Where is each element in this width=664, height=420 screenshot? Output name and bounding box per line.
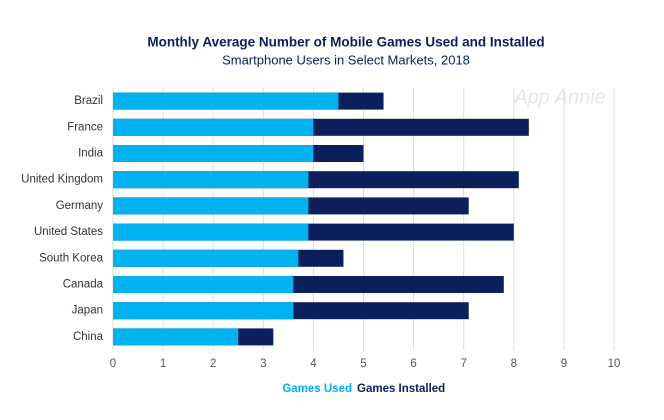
x-tick-label: 9 bbox=[561, 358, 567, 370]
watermark: App Annie bbox=[513, 86, 606, 108]
x-tick-label: 1 bbox=[160, 358, 166, 370]
bar bbox=[113, 276, 294, 293]
bar bbox=[113, 302, 294, 320]
legend-label: Games Used bbox=[282, 383, 352, 395]
y-tick-label: France bbox=[67, 121, 103, 133]
bar bbox=[113, 249, 299, 267]
y-tick-label: Brazil bbox=[74, 95, 103, 107]
y-tick-label: Canada bbox=[63, 279, 104, 291]
legend-label: Games Installed bbox=[357, 383, 445, 395]
bar bbox=[113, 118, 314, 136]
bar bbox=[113, 92, 339, 110]
y-tick-label: United States bbox=[34, 226, 103, 238]
bar bbox=[113, 328, 239, 346]
x-tick-label: 10 bbox=[608, 358, 621, 370]
x-tick-label: 7 bbox=[460, 358, 466, 370]
bar bbox=[113, 223, 309, 241]
chart-title: Monthly Average Number of Mobile Games U… bbox=[147, 35, 544, 50]
y-tick-label: Germany bbox=[56, 200, 104, 212]
chart-subtitle: Smartphone Users in Select Markets, 2018 bbox=[222, 52, 470, 67]
x-tick-label: 5 bbox=[360, 358, 366, 370]
x-tick-label: 2 bbox=[210, 358, 216, 370]
y-tick-label: China bbox=[73, 331, 104, 343]
y-tick-label: South Korea bbox=[39, 252, 104, 264]
y-tick-label: Japan bbox=[72, 305, 103, 317]
x-tick-label: 3 bbox=[260, 358, 266, 370]
y-tick-label: United Kingdom bbox=[21, 174, 103, 186]
x-tick-label: 8 bbox=[511, 358, 517, 370]
bar bbox=[113, 145, 314, 162]
x-tick-label: 0 bbox=[110, 358, 116, 370]
x-tick-label: 6 bbox=[410, 358, 416, 370]
x-tick-label: 4 bbox=[310, 358, 317, 370]
y-tick-label: India bbox=[78, 148, 104, 160]
bar bbox=[113, 171, 309, 189]
bar bbox=[113, 197, 309, 215]
